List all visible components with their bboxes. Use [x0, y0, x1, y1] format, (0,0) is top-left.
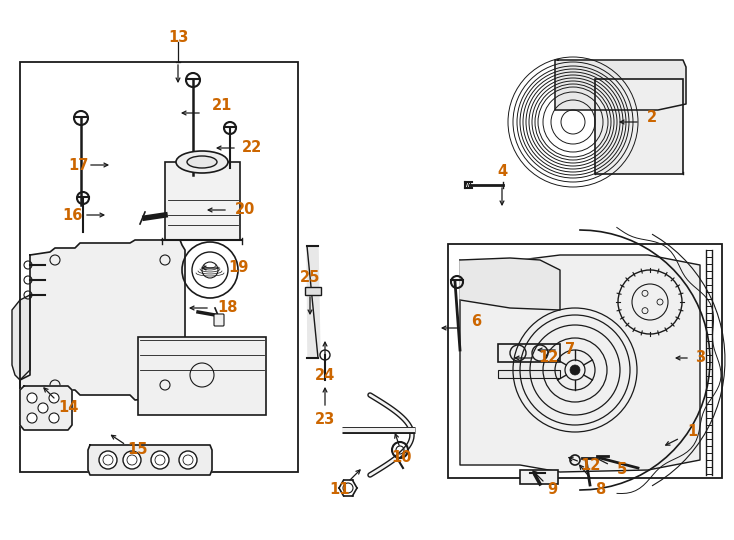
Circle shape	[103, 455, 113, 465]
Text: 4: 4	[497, 165, 507, 179]
Text: 9: 9	[547, 483, 557, 497]
Polygon shape	[555, 60, 686, 110]
Bar	[520, 470, 558, 484]
Circle shape	[38, 403, 48, 413]
Text: 8: 8	[595, 483, 605, 497]
Bar	[498, 370, 560, 378]
Text: 12: 12	[580, 457, 600, 472]
Text: 17: 17	[68, 158, 88, 172]
Bar	[20, 62, 298, 472]
Polygon shape	[20, 386, 72, 430]
Text: 2: 2	[647, 111, 657, 125]
FancyBboxPatch shape	[214, 314, 224, 326]
Circle shape	[49, 413, 59, 423]
Text: 13: 13	[168, 30, 188, 45]
Text: 23: 23	[315, 413, 335, 428]
Text: 24: 24	[315, 368, 335, 382]
Circle shape	[151, 451, 169, 469]
Bar	[305, 287, 321, 295]
Circle shape	[27, 393, 37, 403]
Polygon shape	[12, 295, 30, 380]
Text: 3: 3	[695, 350, 705, 366]
Circle shape	[179, 451, 197, 469]
Polygon shape	[88, 445, 212, 475]
FancyBboxPatch shape	[595, 79, 683, 174]
Polygon shape	[460, 258, 560, 310]
Circle shape	[49, 393, 59, 403]
Circle shape	[570, 365, 580, 375]
Text: 20: 20	[235, 202, 255, 218]
Text: 11: 11	[330, 483, 350, 497]
Circle shape	[127, 455, 137, 465]
Text: 6: 6	[471, 314, 481, 329]
Text: 16: 16	[62, 207, 82, 222]
Text: 18: 18	[218, 300, 239, 315]
Polygon shape	[20, 240, 185, 400]
Text: 25: 25	[299, 271, 320, 286]
Bar	[498, 344, 560, 362]
Polygon shape	[460, 255, 700, 472]
Bar	[448, 244, 722, 478]
Text: 14: 14	[58, 401, 79, 415]
Circle shape	[183, 455, 193, 465]
Circle shape	[123, 451, 141, 469]
Text: 19: 19	[228, 260, 248, 275]
Bar	[165, 162, 240, 240]
Circle shape	[155, 455, 165, 465]
Polygon shape	[307, 246, 320, 358]
Bar	[138, 337, 266, 415]
Text: 21: 21	[212, 98, 232, 112]
Text: 7: 7	[565, 342, 575, 357]
Ellipse shape	[176, 151, 228, 173]
Text: 1: 1	[687, 424, 697, 440]
Text: 15: 15	[128, 442, 148, 457]
Text: 22: 22	[242, 140, 262, 156]
Text: 5: 5	[617, 462, 627, 477]
Text: 12: 12	[538, 350, 558, 366]
Circle shape	[27, 413, 37, 423]
Ellipse shape	[187, 156, 217, 168]
Circle shape	[99, 451, 117, 469]
Text: 10: 10	[392, 450, 413, 465]
